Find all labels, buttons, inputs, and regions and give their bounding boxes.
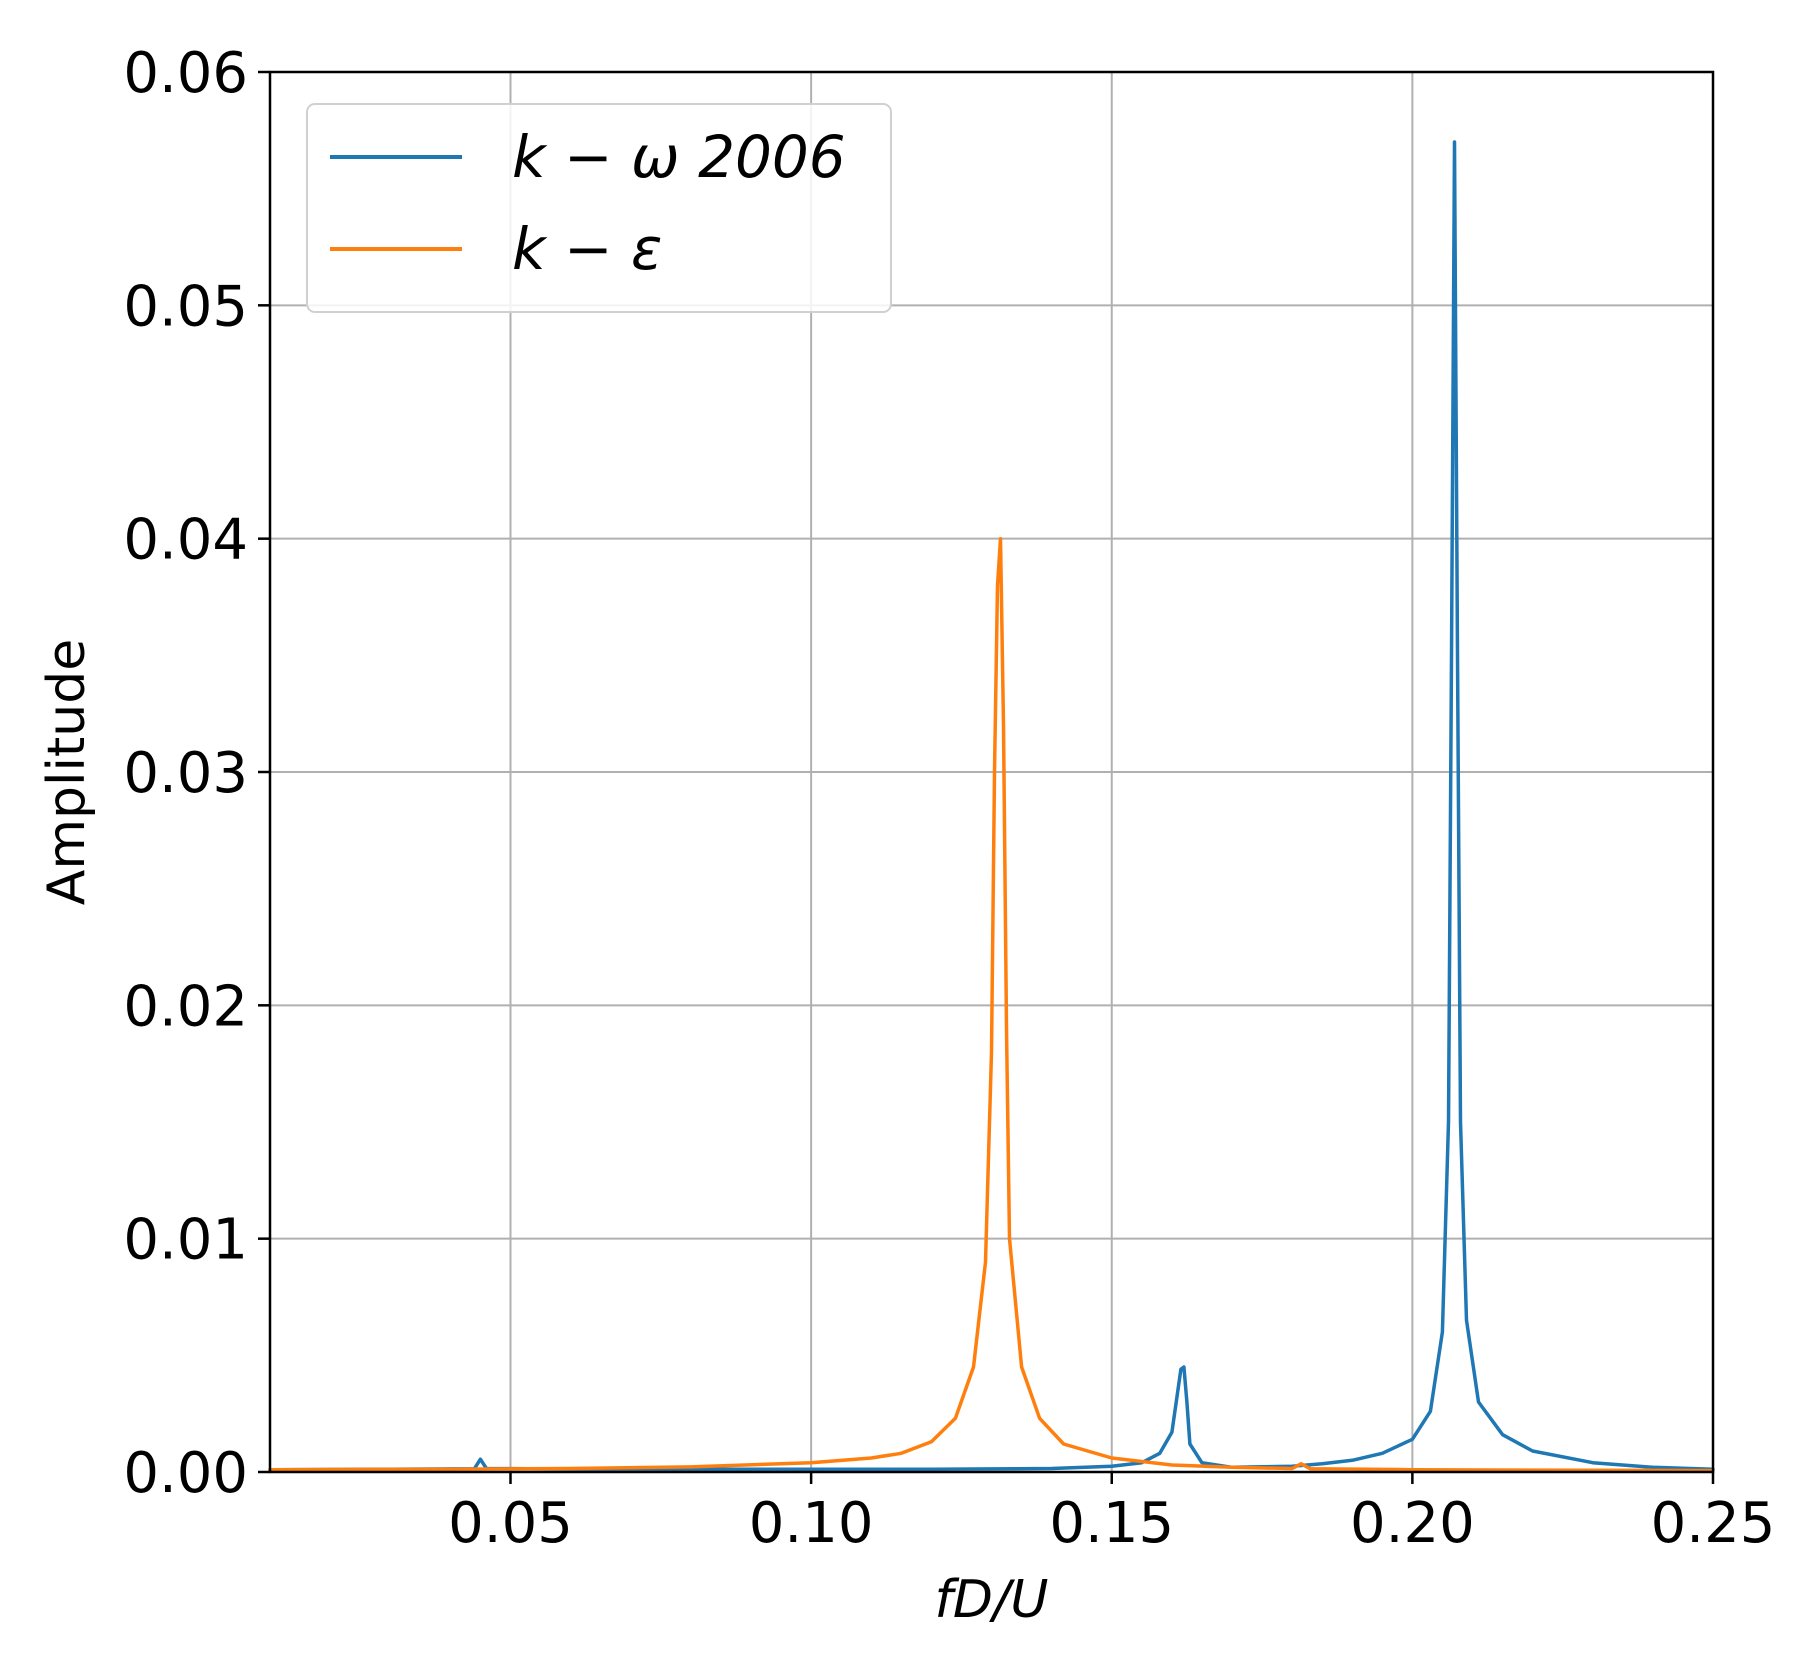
y-tick-label: 0.03 (123, 741, 248, 806)
x-tick-label: 0.05 (448, 1491, 573, 1556)
legend: k − ω 2006 k − ε (306, 103, 892, 313)
y-tick-label: 0.05 (123, 274, 248, 339)
ticks: 0.05 0.10 0.15 0.20 0.25 0.00 0.01 0.02 0.03 0.04… (123, 41, 1775, 1556)
series-line-k-omega (268, 140, 1715, 1472)
series-line-k-epsilon (268, 536, 1715, 1473)
series-layer (268, 140, 1715, 1473)
y-tick-label: 0.06 (123, 41, 248, 106)
legend-label-k-epsilon: k − ε (512, 215, 662, 283)
x-axis-label: fD/U (935, 1570, 1049, 1630)
y-tick-label: 0.02 (123, 974, 248, 1039)
y-tick-label: 0.01 (123, 1208, 248, 1273)
x-tick-label: 0.10 (749, 1491, 874, 1556)
y-tick-label: 0.04 (123, 508, 248, 573)
x-tick-label: 0.15 (1049, 1491, 1174, 1556)
x-tick-label: 0.25 (1651, 1491, 1776, 1556)
x-tick-label: 0.20 (1350, 1491, 1475, 1556)
y-axis-label: Amplitude (37, 639, 97, 905)
y-tick-label: 0.00 (123, 1441, 248, 1506)
legend-label-k-omega: k − ω 2006 (512, 123, 846, 191)
